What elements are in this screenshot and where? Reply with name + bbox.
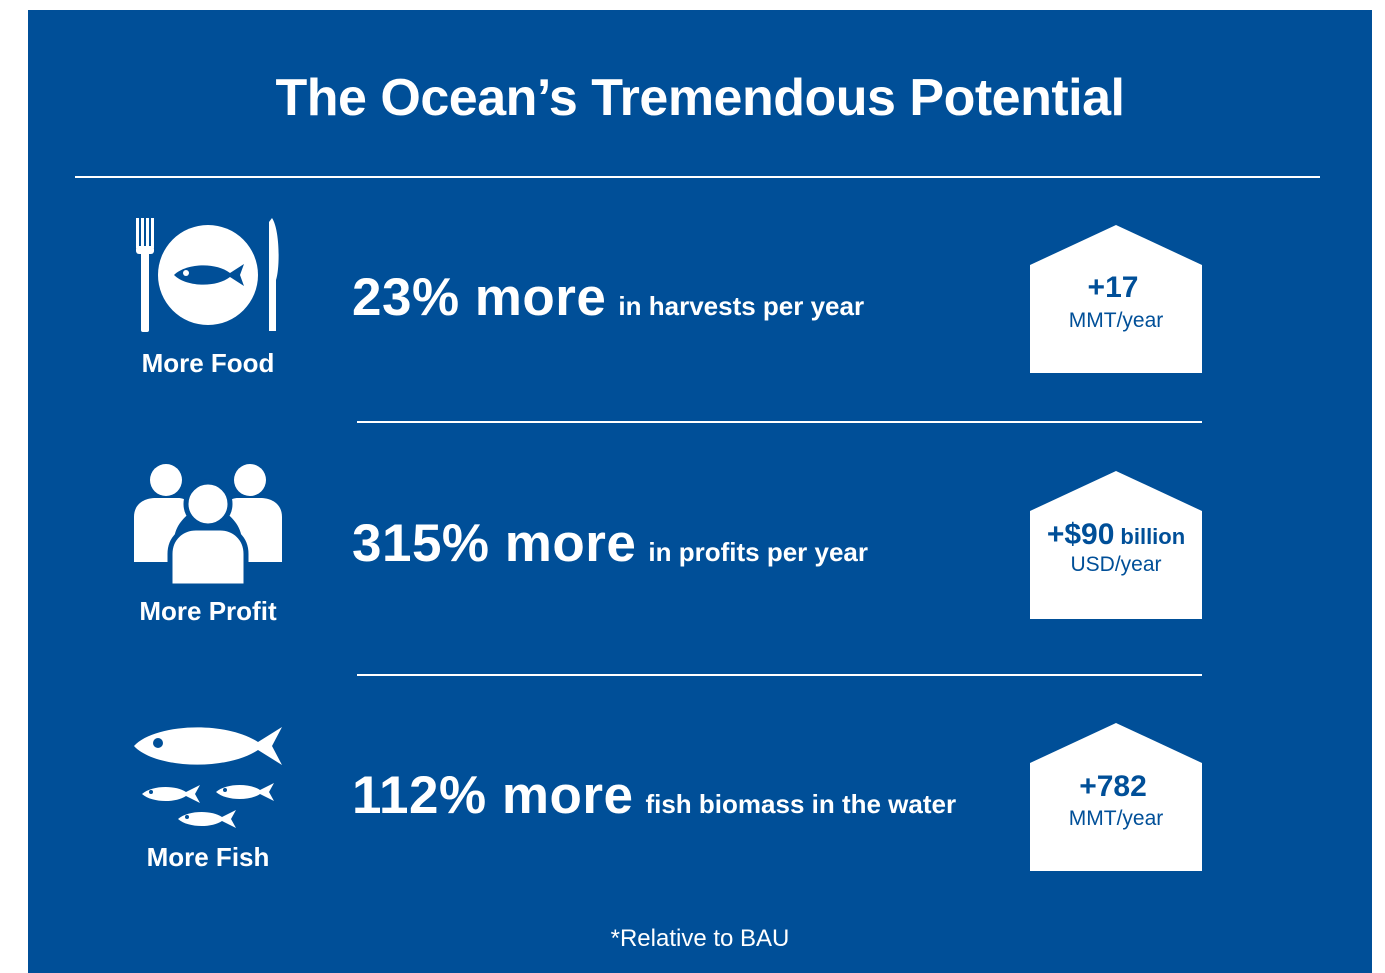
badge-fish: +782 MMT/year <box>1030 723 1202 871</box>
stat-big: 112% more <box>352 766 634 825</box>
stat-profit: 315% more in profits per year <box>352 513 868 574</box>
badge-value: +$90 <box>1046 518 1115 551</box>
people-group-icon <box>134 462 284 589</box>
stat-big: 315% more <box>352 514 637 573</box>
badge-value: +782 <box>1079 770 1147 803</box>
title-divider <box>75 176 1320 178</box>
stat-small: in profits per year <box>648 537 869 567</box>
badge-unit: MMT/year <box>1068 309 1164 332</box>
badge-suffix: billion <box>1120 524 1186 549</box>
row-divider <box>357 674 1202 676</box>
page-title: The Ocean’s Tremendous Potential <box>275 69 1125 127</box>
row-divider <box>357 421 1202 423</box>
stat-fish: 112% more fish biomass in the water <box>352 765 956 826</box>
badge-food: +17 MMT/year <box>1030 225 1202 373</box>
fish-school-icon <box>134 722 284 834</box>
plate-fish-cutlery-icon <box>134 218 284 333</box>
stat-small: in harvests per year <box>618 291 865 321</box>
badge-value: +17 <box>1087 271 1139 304</box>
row-label: More Food <box>141 348 275 378</box>
stat-small: fish biomass in the water <box>645 789 957 819</box>
badge-profit: +$90 billion USD/year <box>1030 471 1202 619</box>
stat-food: 23% more in harvests per year <box>352 267 864 328</box>
badge-unit: USD/year <box>1070 553 1162 576</box>
badge-unit: MMT/year <box>1068 807 1164 830</box>
row-label: More Profit <box>139 596 277 626</box>
footnote: *Relative to BAU <box>610 925 790 952</box>
row-label: More Fish <box>146 842 270 872</box>
stat-big: 23% more <box>352 268 607 327</box>
